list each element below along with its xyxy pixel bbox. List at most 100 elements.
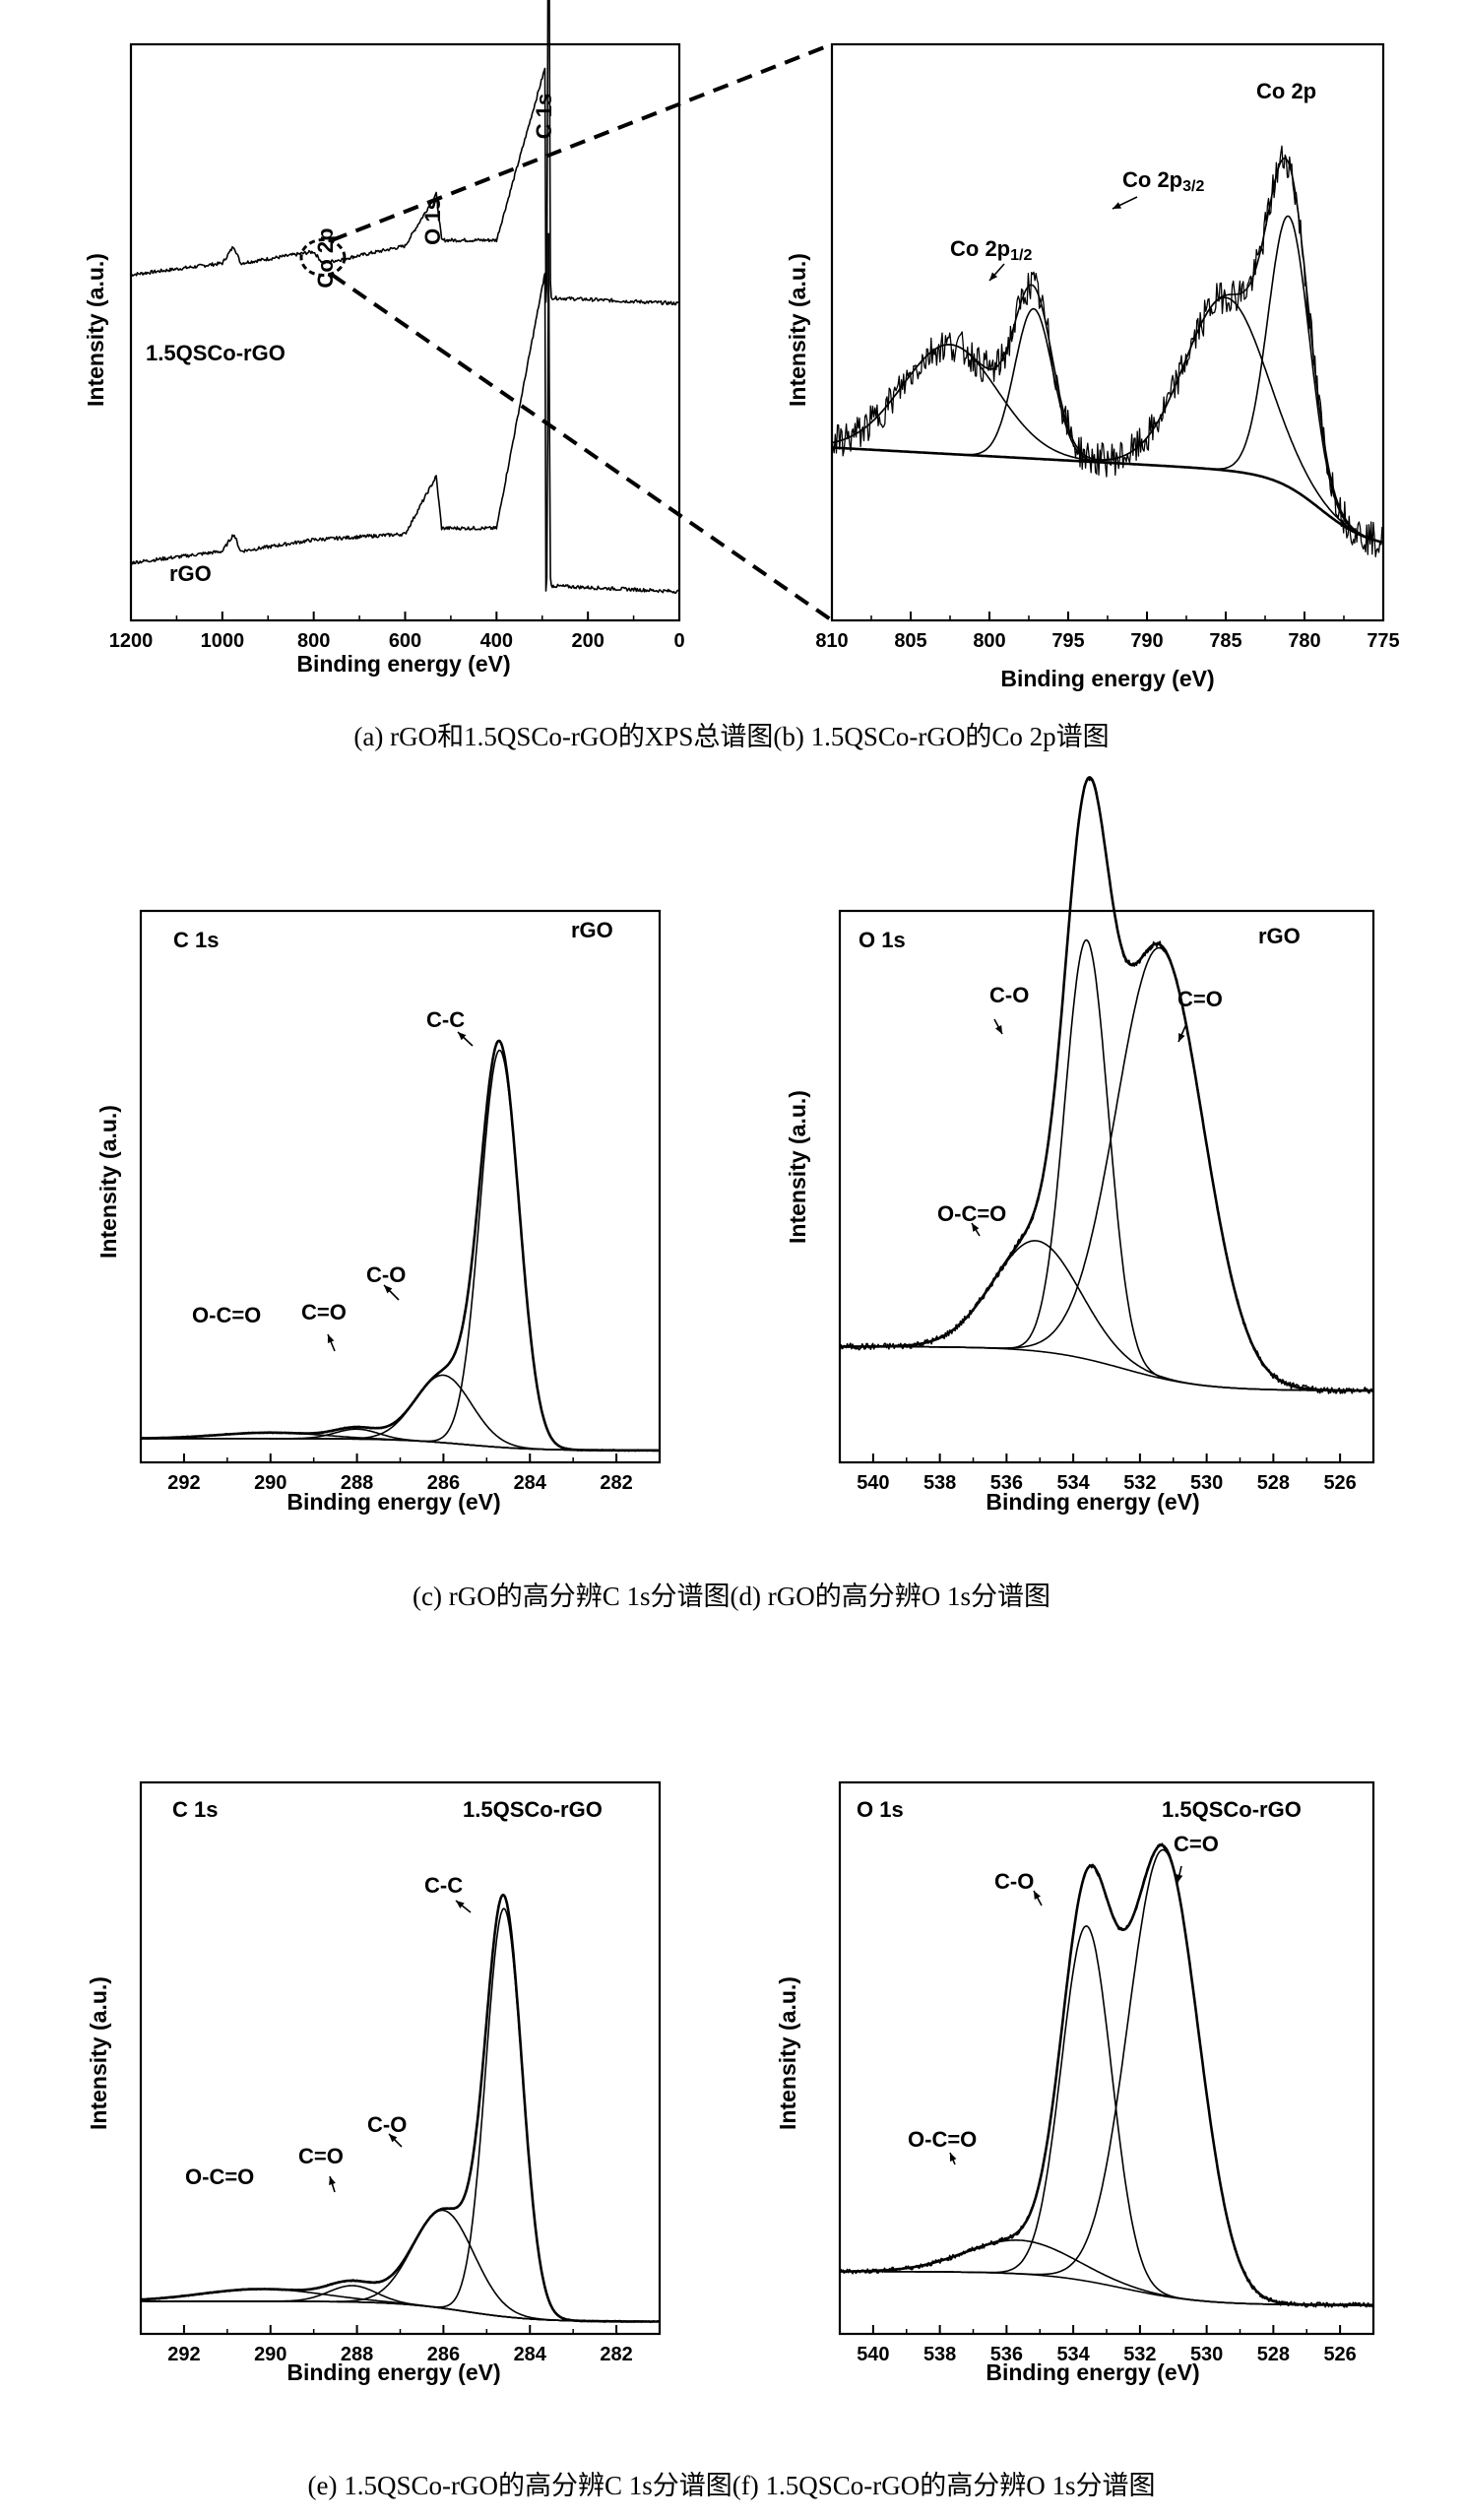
panel-f-tick-label: 526	[1323, 2344, 1356, 2365]
c-ceqo-arrow-head	[327, 1334, 335, 1343]
e-co-label: C-O	[367, 2112, 407, 2137]
panel-f-tick-label: 536	[990, 2344, 1023, 2365]
panel-a-tick-label: 600	[389, 630, 421, 652]
e-ceqo-arrow-head	[329, 2176, 336, 2185]
panel-e-raw-data	[140, 1894, 660, 2323]
panel-b-component-3	[831, 344, 1383, 544]
panel-b-tick-label: 810	[815, 630, 848, 652]
panel-a-tick-label: 0	[673, 630, 684, 652]
d-co-label: C-O	[989, 983, 1029, 1007]
panel-c-tick-label: 288	[341, 1472, 373, 1494]
f-sample-label: 1.5QSCo-rGO	[1162, 1797, 1302, 1822]
panel-e-baseline	[141, 2300, 659, 2323]
panel-d-tick-label: 526	[1323, 1472, 1356, 1494]
panel-a-tick-label: 400	[480, 630, 513, 652]
panel-a-tick-label: 1200	[109, 630, 154, 652]
e-ylabel: Intensity (a.u.)	[86, 1976, 111, 2130]
panel-a-co2p-marker	[299, 237, 347, 277]
panel-d-tick-label: 536	[990, 1472, 1023, 1494]
a-sample-rgo-label: rGO	[169, 561, 212, 586]
f-occo-label: O-C=O	[908, 2127, 977, 2152]
c-cc-arrow-head	[458, 1032, 467, 1041]
a-sample-co-label: 1.5QSCo-rGO	[146, 341, 286, 365]
panel-c-tick-label: 290	[254, 1472, 286, 1494]
panel-a-tick-label: 1000	[201, 630, 245, 652]
panel-a-tick-label: 200	[571, 630, 604, 652]
panel-c-baseline	[141, 1438, 659, 1452]
d-co-arrow-head	[995, 1025, 1002, 1034]
a-co2p-label: Co 2p	[313, 227, 338, 288]
caption-ef: (e) 1.5QSCo-rGO的高分辨C 1s分谱图(f) 1.5QSCo-rG…	[308, 2471, 1156, 2500]
panel-f-tick-label: 528	[1257, 2344, 1290, 2365]
f-co-arrow-head	[1034, 1891, 1041, 1900]
b-co2p12-arrow-head	[989, 272, 998, 281]
panel-e-envelope	[140, 1893, 660, 2323]
panel-d-component-1	[840, 946, 1372, 1391]
d-occo-label: O-C=O	[937, 1201, 1006, 1226]
e-sample-label: 1.5QSCo-rGO	[463, 1797, 603, 1822]
d-ylabel: Intensity (a.u.)	[785, 1090, 810, 1244]
f-occo-arrow-head	[949, 2153, 957, 2162]
b-xlabel: Binding energy (eV)	[1000, 666, 1214, 691]
panel-b-component-1	[831, 296, 1383, 544]
c-c1s-label: C 1s	[173, 928, 219, 952]
panel-f-raw-data	[839, 1842, 1373, 2308]
c-xlabel: Binding energy (eV)	[286, 1489, 500, 1515]
e-cc-arrow-head	[456, 1901, 465, 1908]
panel-a-series-rgo	[130, 232, 680, 594]
c-ylabel: Intensity (a.u.)	[95, 1105, 121, 1259]
c-occo-label: O-C=O	[192, 1303, 261, 1327]
e-co-arrow-head	[389, 2134, 398, 2143]
f-o1s-label: O 1s	[857, 1797, 904, 1822]
panel-e-frame	[139, 1780, 662, 2336]
f-co-label: C-O	[994, 1869, 1034, 1894]
panel-d-frame	[838, 909, 1375, 1464]
d-ceqo-label: C=O	[1177, 987, 1223, 1011]
zoom-line-top	[331, 42, 833, 242]
panel-c-raw-data	[140, 1039, 660, 1453]
d-xlabel: Binding energy (eV)	[986, 1489, 1199, 1515]
panel-c-component-0	[141, 1049, 659, 1452]
a-c1s-label: C 1s	[532, 94, 556, 139]
f-ylabel: Intensity (a.u.)	[775, 1976, 800, 2130]
panel-b-tick-label: 800	[973, 630, 1005, 652]
b-ylabel: Intensity (a.u.)	[785, 253, 810, 407]
b-co2p12-label: Co 2p1/2	[950, 236, 1032, 264]
panel-b-component-2	[831, 307, 1383, 544]
panel-f-tick-label: 540	[857, 2344, 889, 2365]
d-sample-label: rGO	[1258, 924, 1301, 948]
panel-e-tick-label: 292	[167, 2344, 200, 2365]
f-xlabel: Binding energy (eV)	[986, 2359, 1199, 2385]
e-ceqo-label: C=O	[298, 2144, 344, 2168]
ticks-layer: 1200 1000 800 600 400 200 0 810 805 800 795 790 785 7…	[109, 612, 1400, 2365]
caption-cd: (c) rGO的高分辨C 1s分谱图(d) rGO的高分辨O 1s分谱图	[413, 1582, 1050, 1611]
e-occo-label: O-C=O	[185, 2165, 254, 2189]
panel-e-tick-label: 282	[600, 2344, 632, 2365]
panel-b-raw-data	[831, 145, 1383, 557]
panel-d-tick-label: 530	[1190, 1472, 1223, 1494]
panel-b-tick-label: 780	[1288, 630, 1320, 652]
panel-f-tick-label: 530	[1190, 2344, 1223, 2365]
b-co2p-label: Co 2p	[1256, 79, 1316, 103]
panel-a-series-co-rgo	[130, 0, 680, 306]
f-ceqo-arrow-head	[1176, 1874, 1183, 1883]
panel-f-component-2	[840, 2239, 1372, 2306]
panel-e-tick-label: 288	[341, 2344, 373, 2365]
zoom-line-bottom	[331, 273, 834, 622]
panel-b-tick-label: 775	[1367, 630, 1399, 652]
c-sample-label: rGO	[571, 918, 613, 942]
panel-a-tick-label: 800	[297, 630, 330, 652]
curves-layer	[130, 0, 1383, 2323]
a-o1s-label: O 1s	[420, 198, 445, 245]
d-occo-arrow-head	[972, 1223, 980, 1232]
panel-f-tick-label: 538	[923, 2344, 956, 2365]
panel-b-tick-label: 790	[1130, 630, 1163, 652]
a-ylabel: Intensity (a.u.)	[83, 253, 108, 407]
panel-c-frame	[139, 909, 662, 1464]
a-xlabel: Binding energy (eV)	[296, 651, 510, 677]
panel-c-envelope	[140, 1039, 660, 1453]
panel-e-tick-label: 290	[254, 2344, 286, 2365]
panel-e-component-3	[140, 2288, 659, 2323]
panel-c-tick-label: 286	[427, 1472, 460, 1494]
